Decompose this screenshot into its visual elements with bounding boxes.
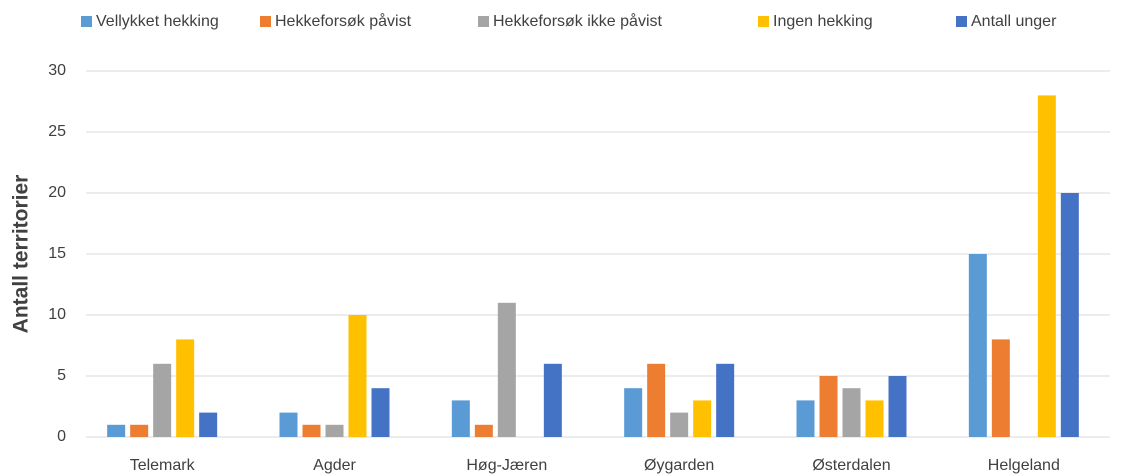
y-tick-label: 25 — [48, 123, 66, 140]
legend-swatch — [260, 16, 271, 27]
bar — [968, 254, 987, 437]
x-tick-label: Høg-Jæren — [466, 457, 547, 474]
y-tick-label: 0 — [57, 428, 66, 445]
x-tick-label: Agder — [313, 457, 356, 474]
legend-label: Vellykket hekking — [96, 13, 219, 30]
y-tick-label: 10 — [48, 306, 66, 323]
bar — [888, 376, 907, 437]
bar — [107, 424, 126, 437]
bar — [474, 424, 493, 437]
legend-label: Ingen hekking — [773, 13, 873, 30]
bar — [199, 412, 218, 437]
legend-swatch — [478, 16, 489, 27]
x-tick-label: Telemark — [130, 457, 196, 474]
bar — [1037, 95, 1056, 438]
bar — [325, 424, 344, 437]
legend-swatch — [758, 16, 769, 27]
legend-label: Antall unger — [971, 13, 1057, 30]
bar — [865, 400, 884, 437]
bar — [693, 400, 712, 437]
bar — [497, 302, 516, 437]
bar — [451, 400, 470, 437]
legend-label: Hekkeforsøk påvist — [275, 12, 412, 30]
bar — [842, 388, 861, 437]
bar — [796, 400, 815, 437]
bar — [543, 363, 562, 437]
bar — [991, 339, 1010, 437]
bar — [153, 363, 172, 437]
x-tick-label: Helgeland — [988, 457, 1060, 474]
bar — [371, 388, 390, 437]
x-tick-label: Østerdalen — [812, 457, 890, 474]
bar — [670, 412, 689, 437]
bar — [1060, 193, 1079, 437]
bar — [348, 315, 367, 437]
bar — [819, 376, 838, 437]
y-tick-label: 30 — [48, 62, 66, 79]
y-tick-label: 20 — [48, 184, 66, 201]
bar — [176, 339, 195, 437]
y-tick-label: 5 — [57, 367, 66, 384]
y-tick-label: 15 — [48, 245, 66, 262]
legend-swatch — [956, 16, 967, 27]
bar — [130, 424, 149, 437]
bar — [647, 363, 666, 437]
bar — [624, 388, 643, 437]
y-axis-label: Antall territorier — [10, 175, 33, 334]
bar — [716, 363, 735, 437]
x-tick-label: Øygarden — [644, 457, 714, 474]
legend-label: Hekkeforsøk ikke påvist — [493, 12, 662, 30]
bar — [302, 424, 321, 437]
legend-swatch — [81, 16, 92, 27]
bar — [279, 412, 298, 437]
